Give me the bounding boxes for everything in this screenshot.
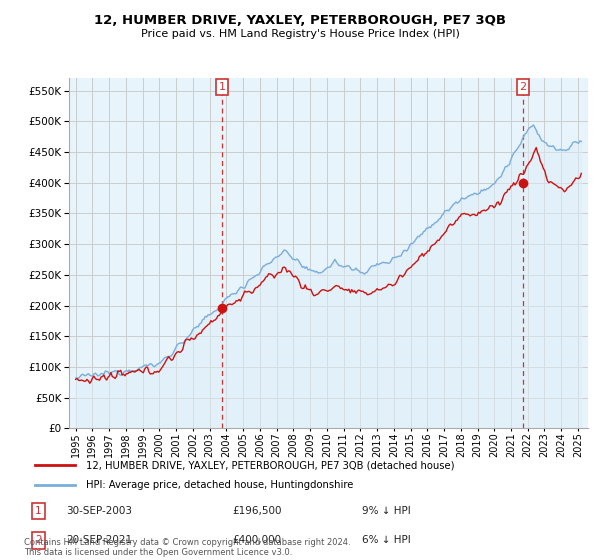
- Text: 12, HUMBER DRIVE, YAXLEY, PETERBOROUGH, PE7 3QB: 12, HUMBER DRIVE, YAXLEY, PETERBOROUGH, …: [94, 14, 506, 27]
- Text: Price paid vs. HM Land Registry's House Price Index (HPI): Price paid vs. HM Land Registry's House …: [140, 29, 460, 39]
- Text: 6% ↓ HPI: 6% ↓ HPI: [362, 535, 411, 545]
- Text: HPI: Average price, detached house, Huntingdonshire: HPI: Average price, detached house, Hunt…: [86, 480, 353, 490]
- Text: 2: 2: [35, 535, 41, 545]
- Text: 12, HUMBER DRIVE, YAXLEY, PETERBOROUGH, PE7 3QB (detached house): 12, HUMBER DRIVE, YAXLEY, PETERBOROUGH, …: [86, 460, 455, 470]
- Text: £400,000: £400,000: [233, 535, 282, 545]
- Text: 2: 2: [520, 82, 527, 92]
- Text: 30-SEP-2003: 30-SEP-2003: [66, 506, 133, 516]
- Text: 20-SEP-2021: 20-SEP-2021: [66, 535, 133, 545]
- Text: 9% ↓ HPI: 9% ↓ HPI: [362, 506, 411, 516]
- Text: 1: 1: [218, 82, 226, 92]
- Text: 1: 1: [35, 506, 41, 516]
- Text: Contains HM Land Registry data © Crown copyright and database right 2024.
This d: Contains HM Land Registry data © Crown c…: [24, 538, 350, 557]
- Text: £196,500: £196,500: [233, 506, 282, 516]
